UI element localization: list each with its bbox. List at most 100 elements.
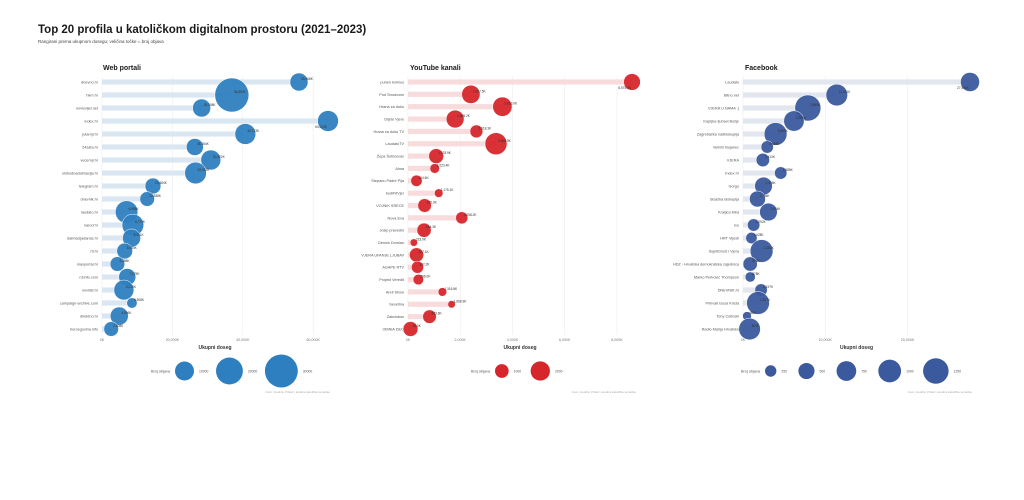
value-label: 14,484K bbox=[155, 181, 168, 185]
category-label: direktno.hr bbox=[80, 314, 99, 318]
data-point bbox=[126, 297, 138, 309]
category-label: Prihvati Isusa Krista bbox=[705, 301, 739, 305]
value-label: 26,384K bbox=[197, 142, 210, 146]
category-label: HDZ - Hrvatska demokratska zajednica bbox=[673, 262, 740, 266]
reach-bar bbox=[408, 190, 439, 196]
x-tick-label: 6,000K bbox=[559, 338, 571, 342]
value-label: 4,906K bbox=[121, 311, 132, 315]
reach-bar bbox=[408, 116, 456, 122]
data-point bbox=[749, 239, 774, 263]
data-point bbox=[417, 198, 432, 213]
data-point bbox=[774, 166, 788, 180]
reach-bar bbox=[408, 165, 435, 172]
category-label: Laudato bbox=[725, 80, 739, 84]
size-legend-circle bbox=[175, 361, 195, 381]
value-label: 6,196K bbox=[796, 116, 807, 120]
size-legend-circle bbox=[216, 357, 243, 385]
reach-bar bbox=[408, 314, 430, 320]
x-tick-label: 40,000K bbox=[236, 338, 250, 342]
category-label: budiFitVjer bbox=[386, 192, 405, 196]
data-point bbox=[411, 260, 424, 274]
reach-bar bbox=[408, 215, 462, 221]
reach-bar bbox=[743, 183, 764, 189]
data-point bbox=[455, 211, 469, 225]
reach-bar bbox=[102, 170, 196, 176]
data-point bbox=[192, 98, 211, 118]
category-label: dnevno.hr bbox=[81, 80, 99, 84]
value-label: 2,618.3K bbox=[478, 126, 492, 130]
value-label: 6,215K bbox=[126, 285, 137, 289]
reach-bar bbox=[408, 141, 497, 147]
value-label: 1,316.8K bbox=[444, 287, 458, 291]
reach-bar bbox=[743, 170, 781, 176]
data-point bbox=[434, 188, 444, 198]
value-label: 878K bbox=[752, 272, 760, 276]
category-label: Pod Smokvom bbox=[379, 93, 404, 97]
category-label: VJERA U NAMA :) bbox=[708, 106, 740, 110]
size-legend-label: 250 bbox=[781, 369, 787, 373]
value-label: 486K bbox=[749, 311, 757, 315]
data-point bbox=[623, 73, 641, 91]
value-label: 1,028K bbox=[753, 233, 764, 237]
value-label: 40,723K bbox=[247, 129, 260, 133]
reach-bar bbox=[408, 301, 452, 307]
category-label: 24sata.hr bbox=[82, 145, 99, 149]
data-point bbox=[960, 72, 980, 92]
data-point bbox=[234, 123, 256, 145]
value-label: 6,986K bbox=[129, 207, 140, 211]
panel-web-portali: Web portali 0K 20,000K 40,000K 60,000K Ukupni… bbox=[60, 65, 339, 394]
value-label: 4,386K bbox=[119, 259, 130, 263]
reach-bar bbox=[102, 261, 118, 267]
category-label: campaign-archive.com bbox=[60, 301, 98, 305]
size-legend-circle bbox=[495, 364, 509, 378]
data-point bbox=[409, 238, 418, 247]
x-axis-label: Ukupni doseg bbox=[503, 345, 536, 351]
value-label: 4,585K bbox=[783, 168, 794, 172]
size-legend-label: 1250 bbox=[954, 369, 962, 373]
category-label: slobodnadalmacija.hr bbox=[62, 171, 99, 175]
category-label: VJERA UFANJE LJUBAV bbox=[361, 253, 404, 257]
reach-bar bbox=[408, 153, 437, 159]
panel-title: Facebook bbox=[745, 65, 778, 72]
size-legend-label: 30000 bbox=[303, 369, 313, 373]
reach-bar bbox=[102, 131, 246, 137]
category-label: Sujetičnost i Vjera bbox=[709, 249, 740, 253]
category-label: Marko Perković Thompson bbox=[694, 275, 739, 279]
data-point bbox=[492, 96, 513, 117]
reach-bar bbox=[102, 300, 132, 306]
x-tick-label: 8,000K bbox=[611, 338, 623, 342]
value-label: 803K bbox=[752, 324, 760, 328]
value-label: 36,890K bbox=[234, 90, 247, 94]
category-label: maxportal.hr bbox=[77, 262, 99, 266]
data-point bbox=[738, 317, 761, 341]
value-label: 396.0K bbox=[420, 275, 431, 279]
category-label: jutarnji.hr bbox=[81, 132, 98, 136]
value-label: 7,179K bbox=[129, 272, 140, 276]
data-point bbox=[214, 77, 250, 113]
reach-bar bbox=[743, 157, 763, 163]
category-label: HRT Vijesti bbox=[720, 236, 739, 240]
chart-subtitle: Rangirani prema ukupnom dosegu; veličina… bbox=[38, 39, 164, 44]
value-label: 2,496K bbox=[766, 181, 777, 185]
size-legend-circle bbox=[798, 362, 815, 380]
data-point bbox=[484, 132, 508, 155]
value-label: 8,773K bbox=[135, 220, 146, 224]
data-point bbox=[109, 256, 126, 272]
value-label: 55,968K bbox=[301, 77, 314, 81]
value-label: 96.0K bbox=[413, 324, 422, 328]
category-label: hercegovina.info bbox=[70, 327, 98, 331]
size-legend-circle bbox=[530, 361, 550, 381]
value-label: 823.6K bbox=[432, 312, 443, 316]
data-point bbox=[437, 287, 447, 297]
value-label: 3,094K bbox=[770, 207, 781, 211]
category-label: Velimir Bujanec bbox=[713, 145, 739, 149]
x-tick-label: 0K bbox=[406, 338, 411, 342]
data-point bbox=[416, 222, 432, 238]
size-legend-label: 1000 bbox=[906, 369, 914, 373]
data-point bbox=[186, 138, 204, 156]
category-label: LaudatoTV bbox=[385, 142, 404, 146]
data-point bbox=[110, 306, 129, 326]
value-label: 27,594K bbox=[957, 86, 970, 90]
data-point bbox=[317, 110, 339, 132]
category-label: dalmacijadanas.hr bbox=[67, 236, 99, 240]
